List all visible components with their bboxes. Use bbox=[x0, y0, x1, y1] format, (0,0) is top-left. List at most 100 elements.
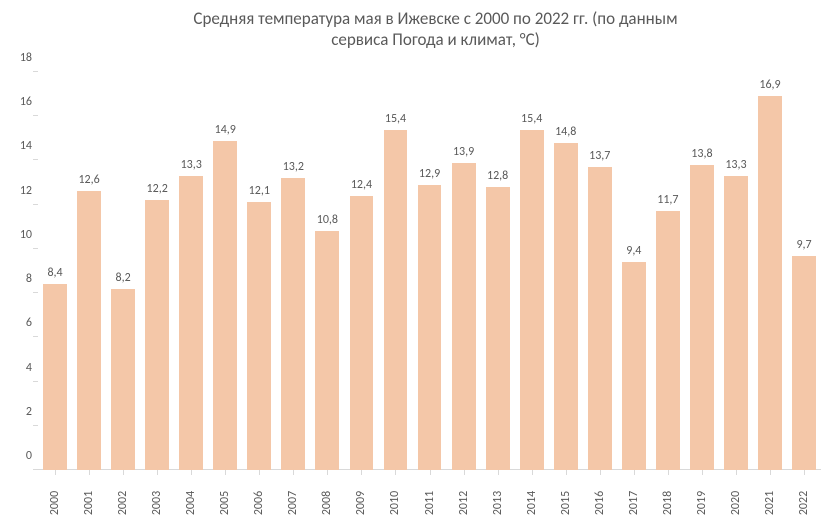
bar-value-label: 14,9 bbox=[208, 123, 242, 137]
bar bbox=[690, 165, 714, 470]
x-tick-mark bbox=[157, 470, 158, 475]
x-tick-mark bbox=[634, 470, 635, 475]
x-tick-mark bbox=[804, 470, 805, 475]
bar-slot: 13,72016 bbox=[583, 72, 617, 470]
y-tick-mark bbox=[33, 381, 38, 382]
bar-slot: 12,42009 bbox=[344, 72, 378, 470]
x-tick-label: 2016 bbox=[593, 491, 607, 515]
bar-slot: 15,42010 bbox=[378, 72, 412, 470]
bar-value-label: 13,9 bbox=[447, 145, 481, 159]
bar bbox=[622, 262, 646, 470]
bar-value-label: 13,8 bbox=[685, 147, 719, 161]
bar bbox=[418, 185, 442, 470]
bar-slot: 9,72022 bbox=[787, 72, 821, 470]
bar-slot: 13,22007 bbox=[276, 72, 310, 470]
bar-slot: 12,92011 bbox=[413, 72, 447, 470]
bars-container: 8,4200012,620018,2200212,2200313,3200414… bbox=[38, 72, 821, 470]
x-tick-label: 2004 bbox=[184, 491, 198, 515]
x-tick-label: 2017 bbox=[627, 491, 641, 515]
bar-slot: 12,82013 bbox=[481, 72, 515, 470]
bar-slot: 13,92012 bbox=[447, 72, 481, 470]
bar-value-label: 11,7 bbox=[651, 193, 685, 207]
bar-value-label: 9,4 bbox=[617, 244, 651, 258]
x-tick-label: 2014 bbox=[525, 491, 539, 515]
bar-slot: 13,32004 bbox=[174, 72, 208, 470]
bar-value-label: 13,3 bbox=[719, 158, 753, 172]
x-tick-mark bbox=[395, 470, 396, 475]
x-tick-label: 2018 bbox=[661, 491, 675, 515]
y-tick-label: 14 bbox=[6, 139, 32, 153]
y-tick-label: 4 bbox=[6, 361, 32, 375]
bar bbox=[656, 211, 680, 470]
bar-value-label: 12,6 bbox=[72, 173, 106, 187]
bar-slot: 8,22002 bbox=[106, 72, 140, 470]
y-tick-mark bbox=[33, 248, 38, 249]
bar bbox=[281, 178, 305, 470]
x-tick-mark bbox=[464, 470, 465, 475]
y-tick-mark bbox=[33, 159, 38, 160]
bar bbox=[77, 191, 101, 470]
y-tick-mark bbox=[33, 292, 38, 293]
x-tick-label: 2015 bbox=[559, 491, 573, 515]
x-tick-label: 2002 bbox=[116, 491, 130, 515]
x-tick-mark bbox=[600, 470, 601, 475]
bar-value-label: 12,1 bbox=[242, 184, 276, 198]
y-tick-label: 0 bbox=[6, 449, 32, 463]
y-tick-mark bbox=[33, 469, 38, 470]
bar-slot: 10,82008 bbox=[310, 72, 344, 470]
x-tick-mark bbox=[430, 470, 431, 475]
y-tick-label: 12 bbox=[6, 184, 32, 198]
x-tick-label: 2001 bbox=[82, 491, 96, 515]
x-tick-mark bbox=[225, 470, 226, 475]
x-tick-mark bbox=[123, 470, 124, 475]
x-tick-label: 2010 bbox=[388, 491, 402, 515]
x-tick-label: 2009 bbox=[354, 491, 368, 515]
x-tick-label: 2020 bbox=[729, 491, 743, 515]
plot-area: 8,4200012,620018,2200212,2200313,3200414… bbox=[38, 72, 821, 470]
x-tick-label: 2008 bbox=[320, 491, 334, 515]
bar-value-label: 8,2 bbox=[106, 271, 140, 285]
y-tick-label: 18 bbox=[6, 51, 32, 65]
bar bbox=[588, 167, 612, 470]
x-tick-mark bbox=[532, 470, 533, 475]
bar bbox=[792, 256, 816, 470]
bar-value-label: 10,8 bbox=[310, 213, 344, 227]
bar bbox=[350, 196, 374, 470]
chart-title-line2: сервиса Погода и климат, °C) bbox=[331, 29, 540, 50]
bar-slot: 13,32020 bbox=[719, 72, 753, 470]
x-tick-mark bbox=[566, 470, 567, 475]
x-tick-label: 2013 bbox=[491, 491, 505, 515]
bar-slot: 12,22003 bbox=[140, 72, 174, 470]
bar bbox=[247, 202, 271, 470]
x-tick-mark bbox=[361, 470, 362, 475]
x-tick-label: 2006 bbox=[252, 491, 266, 515]
y-tick-label: 6 bbox=[6, 316, 32, 330]
chart-title: Средняя температура мая в Ижевске с 2000… bbox=[50, 8, 821, 51]
bar bbox=[43, 284, 67, 470]
bar-value-label: 15,4 bbox=[378, 112, 412, 126]
bar-value-label: 16,9 bbox=[753, 78, 787, 92]
bar bbox=[213, 141, 237, 470]
bar-slot: 11,72018 bbox=[651, 72, 685, 470]
x-tick-mark bbox=[702, 470, 703, 475]
x-tick-mark bbox=[668, 470, 669, 475]
y-tick-mark bbox=[33, 115, 38, 116]
bar-value-label: 13,3 bbox=[174, 158, 208, 172]
x-tick-mark bbox=[736, 470, 737, 475]
bar-slot: 9,42017 bbox=[617, 72, 651, 470]
x-tick-label: 2003 bbox=[150, 491, 164, 515]
bar-slot: 14,82015 bbox=[549, 72, 583, 470]
y-tick-label: 2 bbox=[6, 405, 32, 419]
y-tick-mark bbox=[33, 425, 38, 426]
bar-value-label: 14,8 bbox=[549, 125, 583, 139]
bar-value-label: 15,4 bbox=[515, 112, 549, 126]
bar bbox=[758, 96, 782, 470]
bar-value-label: 13,2 bbox=[276, 160, 310, 174]
x-tick-mark bbox=[259, 470, 260, 475]
bar-value-label: 8,4 bbox=[38, 266, 72, 280]
y-tick-label: 16 bbox=[6, 95, 32, 109]
bar bbox=[452, 163, 476, 470]
bar-slot: 12,62001 bbox=[72, 72, 106, 470]
bar-slot: 8,42000 bbox=[38, 72, 72, 470]
x-tick-mark bbox=[770, 470, 771, 475]
